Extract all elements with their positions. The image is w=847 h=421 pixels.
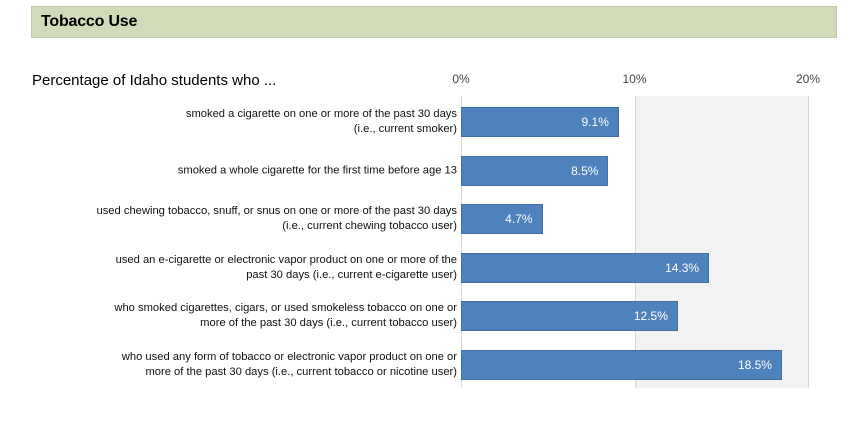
category-label: used chewing tobacco, snuff, or snus on … [37,204,457,234]
category-label-line: past 30 days (i.e., current e-cigarette … [246,268,457,281]
category-label: who used any form of tobacco or electron… [37,350,457,380]
plot-area: 9.1% 8.5% 4.7% 14.3% 12.5% 18.5% [461,96,809,388]
category-label-line: (i.e., current smoker) [353,123,457,135]
bar-value-label: 12.5% [633,309,668,323]
category-label-line: used an e-cigarette or electronic vapor … [115,253,457,266]
category-label: smoked a whole cigarette for the first t… [37,163,457,178]
shaded-band [634,96,808,388]
bar-value-label: 8.5% [571,163,599,178]
x-tick-label: 20% [795,72,821,86]
bar: 9.1% [461,107,619,137]
section-title: Tobacco Use [41,13,138,30]
category-label-line: (i.e., current chewing tobacco user) [282,220,457,232]
bar-value-label: 18.5% [737,357,772,372]
bar: 18.5% [461,349,782,380]
category-label-line: more of the past 30 days (i.e., current … [200,317,457,329]
chart-title: Percentage of Idaho students who ... [32,72,277,89]
gridline [461,96,462,388]
bar: 12.5% [461,301,678,331]
gridline [808,96,809,388]
bar: 8.5% [461,155,609,186]
category-label-line: used chewing tobacco, snuff, or snus on … [96,205,457,217]
bar: 4.7% [461,204,543,234]
category-label-line: more of the past 30 days (i.e., current … [145,365,457,378]
category-label: who smoked cigarettes, cigars, or used s… [37,301,457,331]
category-label-line: who used any form of tobacco or electron… [121,350,457,363]
x-tick-label: 10% [622,72,647,86]
bar-value-label: 14.3% [665,260,700,275]
bar: 14.3% [461,252,710,283]
category-label: smoked a cigarette on one or more of the… [37,107,457,137]
gridline [634,96,636,388]
category-label-line: smoked a cigarette on one or more of the… [185,108,457,120]
bar-value-label: 9.1% [581,115,609,129]
category-label-line: who smoked cigarettes, cigars, or used s… [114,302,457,314]
category-label: used an e-cigarette or electronic vapor … [37,253,457,283]
x-tick-label: 0% [452,72,470,86]
bar-value-label: 4.7% [505,212,533,226]
category-label-line: smoked a whole cigarette for the first t… [177,164,457,176]
section-header: Tobacco Use [31,6,837,38]
